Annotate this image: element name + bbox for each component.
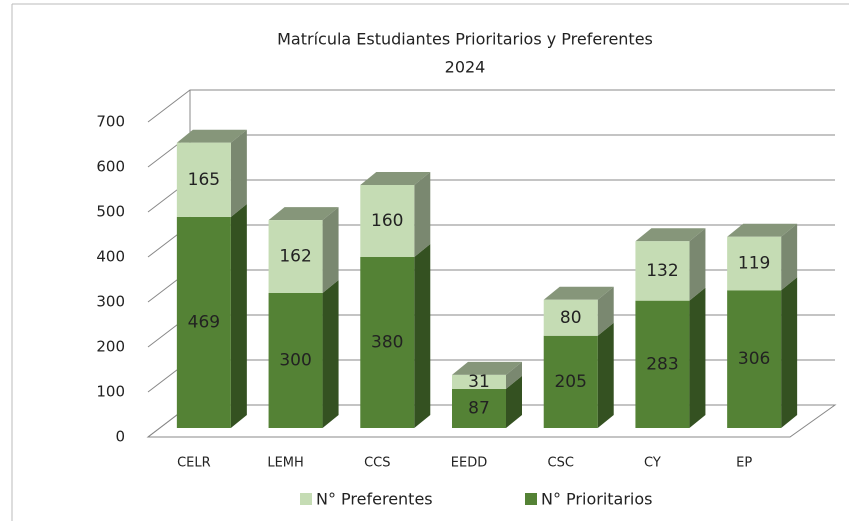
bar-top [176, 129, 247, 143]
bar-side [781, 277, 798, 428]
y-tick-label: 700 [96, 113, 125, 131]
legend-swatch [525, 493, 537, 505]
bar [360, 185, 415, 257]
bar-side [689, 228, 706, 301]
bar [635, 300, 690, 428]
grid-line [147, 179, 835, 213]
bar [268, 220, 323, 293]
x-tick-label: CCS [364, 456, 390, 471]
bar-top [635, 228, 706, 242]
grid-line [147, 134, 835, 168]
x-tick-label: EP [736, 456, 752, 471]
bar-side [781, 223, 798, 291]
value-label: 162 [279, 247, 311, 267]
x-tick-label: CY [644, 456, 661, 471]
bar [452, 388, 506, 428]
bar [176, 216, 231, 428]
bar-side [414, 172, 431, 257]
x-tick-label: LEMH [267, 456, 303, 471]
value-label: 300 [279, 351, 311, 371]
bar [543, 299, 598, 336]
legend-label: N° Preferentes [316, 490, 433, 509]
bar-side [597, 286, 614, 336]
value-label: 205 [554, 372, 586, 392]
bar [360, 257, 415, 428]
bar [727, 290, 782, 428]
value-label: 469 [188, 312, 220, 332]
y-tick-label: 0 [115, 428, 125, 446]
value-label: 119 [738, 254, 770, 274]
grid-line [147, 89, 835, 123]
bar-side [230, 129, 247, 217]
bar-top [452, 361, 522, 375]
value-label: 306 [738, 349, 770, 369]
bar-side [506, 361, 522, 389]
bar-top [268, 207, 339, 221]
value-label: 80 [560, 308, 582, 328]
value-label: 31 [468, 372, 490, 392]
value-label: 132 [646, 261, 678, 281]
x-tick-label: EEDD [451, 456, 487, 471]
bar [268, 293, 323, 428]
bar [543, 335, 598, 428]
bar-side [322, 207, 339, 293]
chart-subtitle: 2024 [445, 58, 486, 77]
chart-title: Matrícula Estudiantes Prioritarios y Pre… [277, 30, 653, 49]
x-tick-label: CSC [548, 456, 574, 471]
bar-side [689, 287, 706, 428]
value-label: 165 [188, 170, 220, 190]
y-tick-label: 500 [96, 203, 125, 221]
y-tick-label: 300 [96, 293, 125, 311]
bar [727, 236, 782, 291]
bar-top [727, 223, 798, 237]
bar-side [322, 280, 339, 428]
bar-top [360, 172, 431, 185]
bar-side [230, 203, 247, 428]
y-tick-label: 600 [96, 158, 125, 176]
bar [452, 374, 506, 389]
bar [176, 142, 231, 217]
bar-side [597, 322, 614, 428]
bar [635, 241, 690, 301]
y-tick-label: 100 [96, 383, 125, 401]
bar-side [506, 375, 522, 428]
y-tick-label: 200 [96, 338, 125, 356]
value-label: 160 [371, 211, 403, 231]
legend-swatch [300, 493, 312, 505]
y-tick-label: 400 [96, 248, 125, 266]
value-label: 283 [646, 354, 678, 374]
bar-side [414, 244, 431, 428]
x-tick-label: CELR [177, 456, 211, 471]
legend-label: N° Prioritarios [541, 490, 652, 509]
bar-top [543, 286, 614, 300]
value-label: 380 [371, 333, 403, 353]
value-label: 87 [468, 398, 490, 418]
